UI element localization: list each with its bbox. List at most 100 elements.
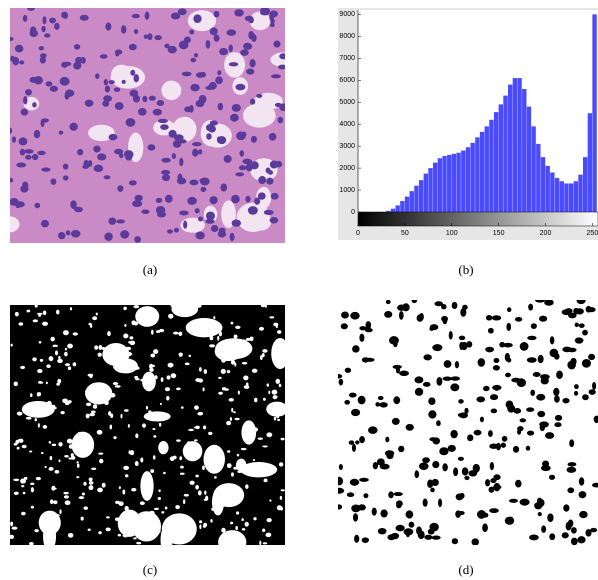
nucleus	[269, 12, 275, 22]
nucleus	[193, 53, 198, 58]
white-speck	[237, 470, 243, 473]
white-region	[71, 431, 95, 458]
black-nucleus	[536, 497, 543, 505]
nucleus	[240, 49, 249, 56]
white-region	[182, 441, 203, 462]
nucleus	[12, 56, 19, 66]
black-nucleus	[541, 525, 547, 533]
panel-label: (b)	[458, 262, 473, 277]
black-nucleus	[471, 538, 479, 545]
white-speck	[269, 316, 275, 319]
nucleus	[209, 27, 218, 36]
nucleus	[62, 175, 69, 181]
black-nucleus	[570, 537, 578, 545]
white-speck	[53, 406, 57, 410]
white-speck	[38, 381, 44, 384]
bar	[400, 201, 405, 212]
black-nucleus	[585, 529, 592, 537]
white-region	[241, 420, 257, 445]
nucleus	[128, 180, 137, 186]
black-nucleus	[442, 317, 448, 325]
nucleus	[235, 172, 245, 177]
white-speck	[268, 390, 271, 395]
white-speck	[46, 400, 52, 406]
white-speck	[149, 364, 155, 368]
nucleus	[152, 108, 162, 116]
nucleus	[275, 160, 283, 168]
bar	[578, 174, 583, 212]
black-nucleus	[427, 479, 434, 489]
white-speck	[49, 456, 53, 461]
black-nucleus	[430, 487, 435, 493]
nucleus	[278, 64, 285, 70]
nucleus	[104, 85, 111, 93]
nucleus	[134, 194, 143, 202]
nucleus	[208, 81, 217, 90]
nucleus	[49, 85, 58, 92]
nucleus	[128, 43, 137, 51]
white-speck	[30, 482, 35, 486]
white-speck	[47, 541, 51, 545]
nucleus	[23, 96, 28, 105]
black-nucleus	[515, 479, 522, 488]
white-speck	[67, 366, 72, 371]
white-speck	[68, 457, 73, 460]
white-speck	[245, 484, 249, 489]
black-nucleus	[432, 460, 440, 469]
nucleus	[59, 76, 70, 86]
white-speck	[38, 340, 42, 344]
white-region	[131, 511, 162, 542]
nucleus	[142, 95, 148, 103]
white-speck	[266, 383, 269, 387]
nucleus	[33, 129, 41, 139]
nucleus	[198, 149, 203, 155]
white-speck	[199, 520, 203, 524]
white-speck	[68, 444, 74, 449]
black-nucleus	[338, 504, 343, 510]
nucleus	[133, 74, 140, 83]
black-nucleus	[385, 436, 390, 443]
nucleus	[177, 173, 183, 182]
nucleus	[24, 149, 34, 154]
white-speck	[164, 387, 171, 392]
white-speck	[118, 486, 121, 490]
black-nucleus	[588, 353, 596, 361]
white-speck	[209, 344, 215, 348]
black-nucleus	[375, 402, 381, 407]
black-nucleus	[365, 321, 372, 329]
black-nucleus	[351, 443, 357, 452]
nucleus	[74, 206, 83, 213]
white-speck	[87, 448, 93, 451]
black-nucleus	[458, 335, 466, 341]
black-nucleus	[567, 462, 577, 467]
black-nucleus	[344, 399, 351, 405]
white-speck	[166, 395, 170, 401]
nucleus	[155, 206, 166, 215]
white-speck	[66, 438, 73, 444]
nucleus	[19, 148, 26, 156]
white-speck	[184, 362, 190, 366]
nucleus	[162, 174, 171, 182]
white-speck	[67, 400, 72, 404]
nucleus	[29, 26, 37, 35]
white-speck	[30, 487, 35, 493]
nucleus	[274, 102, 282, 108]
nucleus	[44, 33, 51, 38]
white-speck	[153, 507, 159, 511]
colorbar	[357, 211, 598, 227]
black-nucleus	[532, 371, 541, 378]
nucleus	[193, 14, 202, 24]
white-speck	[276, 413, 280, 419]
white-speck	[207, 320, 210, 326]
white-speck	[172, 331, 179, 335]
nucleus	[11, 136, 16, 143]
black-nucleus	[519, 418, 527, 423]
white-speck	[228, 398, 234, 402]
black-nucleus	[473, 429, 482, 436]
black-nucleus	[438, 498, 443, 508]
nucleus	[69, 122, 78, 131]
nucleus	[37, 150, 46, 156]
white-speck	[32, 357, 37, 362]
black-nucleus	[442, 463, 448, 472]
nucleus	[157, 118, 168, 124]
